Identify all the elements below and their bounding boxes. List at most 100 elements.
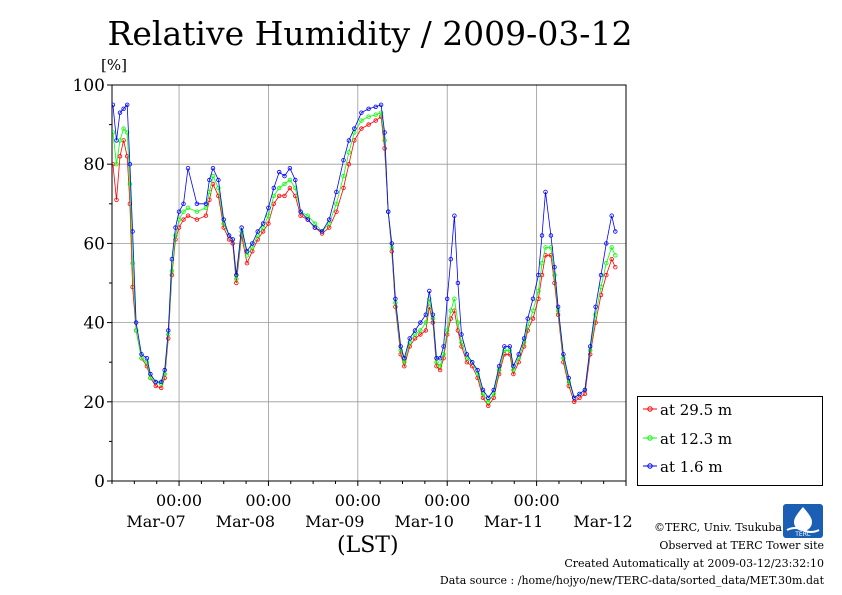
data-point — [373, 104, 378, 109]
data-point — [121, 126, 126, 131]
y-tick-label-80: 80 — [83, 155, 105, 175]
data-point — [210, 173, 216, 179]
data-point — [127, 181, 133, 187]
data-point — [613, 265, 618, 270]
data-point — [418, 332, 423, 337]
data-point — [366, 114, 371, 119]
data-point — [561, 352, 566, 357]
x-tick-date-label-4: Mar-11 — [484, 512, 543, 531]
legend-marker-12-3m — [643, 435, 657, 441]
data-point — [555, 304, 561, 309]
data-point — [521, 340, 527, 345]
data-point — [112, 130, 116, 135]
data-point — [153, 383, 158, 389]
data-point — [437, 364, 443, 369]
data-point — [144, 356, 150, 361]
data-point — [393, 296, 398, 301]
data-point — [480, 387, 486, 393]
data-point — [282, 173, 287, 179]
legend-marker-1-6m — [643, 463, 657, 469]
data-point — [423, 328, 428, 333]
data-point — [593, 304, 598, 309]
logo-text: TERC — [794, 531, 811, 538]
data-point — [341, 157, 346, 163]
data-point — [359, 118, 364, 123]
data-point — [582, 391, 588, 397]
data-point — [448, 257, 453, 262]
data-point — [464, 352, 470, 357]
data-point — [455, 320, 461, 325]
data-point — [423, 320, 428, 325]
data-point — [346, 138, 352, 143]
data-point — [386, 209, 391, 214]
data-point — [593, 312, 598, 317]
data-point — [486, 395, 491, 400]
data-point — [373, 112, 378, 117]
data-point — [502, 344, 507, 349]
data-point — [176, 209, 182, 214]
created-text: Created Automatically at 2009-03-12/23:3… — [564, 557, 824, 570]
data-point — [548, 245, 554, 250]
data-point — [277, 169, 282, 175]
data-point — [588, 344, 593, 349]
data-point — [352, 126, 357, 131]
data-point — [181, 201, 186, 206]
data-point — [266, 213, 271, 218]
data-point — [491, 391, 496, 397]
data-point — [511, 371, 516, 377]
legend: at 29.5 m at 12.3 m at 1.6 m — [637, 396, 823, 486]
data-point — [459, 344, 464, 349]
legend-label-1-6m: at 1.6 m — [660, 458, 723, 476]
data-point — [162, 371, 167, 377]
data-point — [359, 126, 364, 131]
data-point — [239, 225, 244, 230]
data-point — [133, 328, 139, 333]
data-point — [609, 257, 614, 262]
data-point — [287, 165, 293, 171]
data-point — [378, 110, 384, 115]
data-point — [226, 233, 232, 238]
data-point — [346, 161, 352, 167]
x-tick-date-label-3: Mar-10 — [395, 512, 454, 531]
data-point — [539, 261, 545, 266]
y-tick-label-60: 60 — [83, 234, 105, 254]
data-point — [185, 205, 191, 210]
data-point — [430, 312, 436, 317]
data-point — [521, 336, 527, 341]
legend-item-12-3m: at 12.3 m — [638, 428, 822, 452]
legend-label-29-5m: at 29.5 m — [660, 401, 733, 419]
data-point — [207, 177, 212, 183]
data-point — [548, 253, 554, 258]
data-point — [511, 364, 516, 369]
data-point — [536, 288, 541, 294]
data-point — [539, 233, 545, 238]
data-point — [112, 102, 116, 107]
x-tick-time-label-0: 00:00 — [156, 491, 202, 510]
x-tick-date-label-0: Mar-07 — [126, 512, 185, 531]
data-point — [427, 288, 432, 294]
data-point — [407, 340, 412, 345]
data-point — [341, 185, 346, 191]
data-point — [525, 316, 530, 321]
data-point — [402, 360, 407, 365]
data-point — [266, 221, 271, 226]
data-point — [398, 344, 403, 349]
data-point — [124, 154, 130, 159]
data-point — [334, 189, 339, 195]
data-point — [486, 403, 491, 408]
data-point — [543, 245, 548, 250]
data-point — [543, 189, 548, 195]
data-point — [609, 245, 614, 250]
series-1 — [112, 110, 618, 404]
data-point — [334, 209, 339, 214]
data-point — [169, 257, 175, 262]
data-point — [521, 344, 527, 349]
data-point — [459, 332, 464, 337]
data-point — [516, 352, 521, 357]
series-2 — [112, 102, 618, 400]
plot-frame — [111, 84, 627, 482]
data-point — [398, 352, 403, 357]
data-point — [194, 217, 200, 222]
data-point — [480, 391, 486, 397]
data-point — [572, 395, 577, 400]
